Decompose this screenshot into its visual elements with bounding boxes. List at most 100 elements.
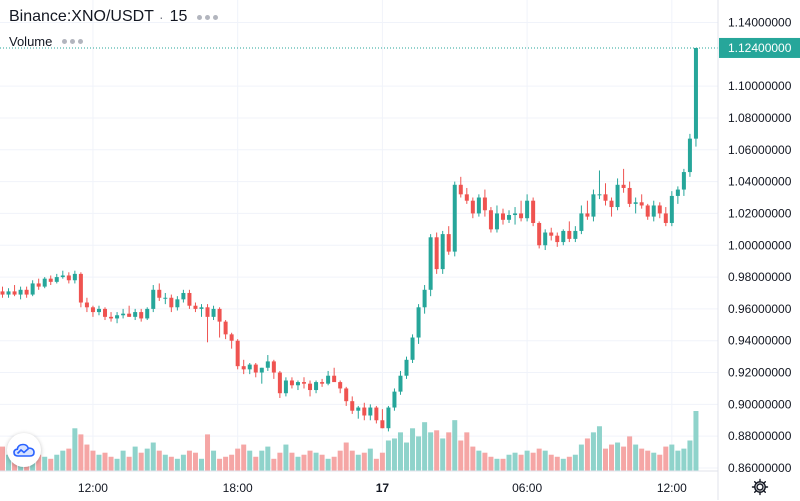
volume-bar bbox=[42, 456, 48, 471]
volume-bar bbox=[470, 446, 476, 471]
volume-bar bbox=[361, 452, 367, 471]
candle-body bbox=[651, 205, 656, 217]
candle-body bbox=[537, 222, 542, 246]
price-tick-label: 0.86000000 bbox=[728, 461, 792, 475]
gear-icon[interactable] bbox=[751, 478, 769, 496]
volume-bar bbox=[657, 454, 663, 471]
volume-bar bbox=[578, 444, 584, 471]
price-tick-label: 0.92000000 bbox=[728, 366, 792, 380]
price-tick-label: 0.94000000 bbox=[728, 334, 792, 348]
time-axis[interactable]: 12:00 18:00 17 06:00 12:00 bbox=[78, 481, 687, 495]
volume-bar bbox=[627, 436, 633, 471]
volume-bar bbox=[500, 458, 506, 471]
candle-body bbox=[332, 375, 337, 383]
volume-bar bbox=[66, 448, 72, 471]
volume-bar bbox=[590, 432, 596, 471]
candle-body bbox=[380, 420, 385, 429]
candle-body bbox=[470, 200, 475, 214]
price-tick-label: 0.90000000 bbox=[728, 397, 792, 411]
candle-body bbox=[452, 184, 457, 252]
volume-bar bbox=[494, 458, 500, 471]
candle-body bbox=[494, 213, 499, 230]
last-price-badge bbox=[719, 37, 800, 58]
time-tick-label: 12:00 bbox=[657, 481, 687, 495]
candle-body bbox=[573, 230, 578, 239]
volume-bar bbox=[596, 426, 602, 471]
time-tick-label: 17 bbox=[376, 481, 390, 495]
tradingview-cloud-icon[interactable] bbox=[7, 433, 41, 467]
volume-options-icon[interactable] bbox=[62, 38, 84, 44]
volume-bar bbox=[132, 446, 138, 471]
candle-body bbox=[187, 292, 192, 306]
volume-bar bbox=[458, 440, 464, 471]
candle-body bbox=[645, 205, 650, 217]
volume-bar bbox=[633, 444, 639, 471]
volume-bar bbox=[235, 448, 241, 471]
candle-body bbox=[464, 194, 469, 201]
volume-bar bbox=[651, 452, 657, 471]
candle-body bbox=[488, 210, 493, 230]
volume-bar bbox=[373, 458, 379, 471]
candle-body bbox=[109, 316, 114, 319]
candle-body bbox=[193, 305, 198, 309]
candle-body bbox=[615, 184, 620, 208]
candle-body bbox=[458, 184, 463, 195]
candle-body bbox=[121, 313, 126, 316]
volume-bar bbox=[186, 450, 192, 471]
volume-bar bbox=[476, 450, 482, 471]
volume-bar bbox=[114, 458, 120, 471]
volume-bar bbox=[615, 442, 621, 471]
candle-body bbox=[18, 289, 23, 295]
volume-bar bbox=[446, 432, 452, 471]
volume-bar bbox=[247, 450, 253, 471]
volume-bar bbox=[319, 454, 325, 471]
last-price-label: 1.12400000 bbox=[719, 37, 800, 58]
price-tick-label: 1.06000000 bbox=[728, 143, 792, 157]
volume-bar bbox=[223, 456, 229, 471]
volume-bars bbox=[0, 411, 699, 471]
volume-bar bbox=[349, 450, 355, 471]
volume-bar bbox=[530, 452, 536, 471]
candle-body bbox=[603, 194, 608, 201]
volume-bar bbox=[609, 444, 615, 471]
candle-body bbox=[440, 234, 445, 270]
candle-body bbox=[235, 340, 240, 367]
candle-body bbox=[223, 321, 228, 335]
candle-body bbox=[211, 308, 216, 317]
more-options-icon[interactable] bbox=[197, 14, 219, 20]
volume-bar bbox=[416, 436, 422, 471]
time-tick-label: 18:00 bbox=[223, 481, 253, 495]
candle-body bbox=[157, 289, 162, 298]
volume-bar bbox=[162, 454, 168, 471]
candle-body bbox=[500, 213, 505, 220]
volume-bar bbox=[452, 420, 458, 471]
candle-body bbox=[308, 383, 313, 391]
volume-bar bbox=[343, 442, 349, 471]
volume-bar bbox=[675, 450, 681, 471]
volume-bar bbox=[464, 432, 470, 471]
candle-body bbox=[277, 372, 282, 394]
volume-bar bbox=[144, 448, 150, 471]
price-tick-label: 1.10000000 bbox=[728, 79, 792, 93]
interval-label[interactable]: 15 bbox=[169, 8, 188, 25]
volume-legend-label[interactable]: Volume bbox=[9, 33, 53, 49]
candle-body bbox=[127, 313, 132, 317]
volume-bar bbox=[440, 438, 446, 471]
candle-body bbox=[687, 138, 692, 173]
price-tick-label: 0.96000000 bbox=[728, 302, 792, 316]
volume-bar bbox=[289, 452, 295, 471]
candle-body bbox=[259, 367, 264, 373]
volume-bar bbox=[150, 442, 156, 471]
symbol-title[interactable]: Binance:XNO/USDT bbox=[9, 8, 154, 25]
volume-bar bbox=[391, 438, 397, 471]
last-price-text: 1.12400000 bbox=[728, 41, 792, 55]
price-axis[interactable]: 1.14000000 1.10000000 1.08000000 1.06000000… bbox=[728, 16, 792, 476]
candle-body bbox=[555, 235, 560, 243]
candle-body bbox=[404, 359, 409, 376]
volume-bar bbox=[229, 454, 235, 471]
candle-body bbox=[693, 47, 698, 139]
time-tick-label: 12:00 bbox=[78, 481, 108, 495]
candle-body bbox=[139, 312, 144, 319]
price-tick-label: 1.02000000 bbox=[728, 206, 792, 220]
